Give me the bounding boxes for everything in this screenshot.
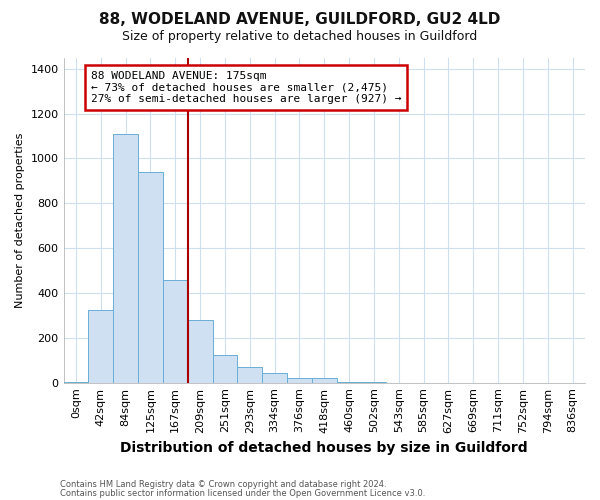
Text: 88, WODELAND AVENUE, GUILDFORD, GU2 4LD: 88, WODELAND AVENUE, GUILDFORD, GU2 4LD [100,12,500,28]
Bar [262,374,287,382]
Text: Contains HM Land Registry data © Crown copyright and database right 2024.: Contains HM Land Registry data © Crown c… [60,480,386,489]
Bar [312,378,337,382]
Bar [212,354,238,382]
Bar [88,310,113,382]
Bar [188,320,212,382]
Text: 88 WODELAND AVENUE: 175sqm
← 73% of detached houses are smaller (2,475)
27% of s: 88 WODELAND AVENUE: 175sqm ← 73% of deta… [91,71,401,104]
X-axis label: Distribution of detached houses by size in Guildford: Distribution of detached houses by size … [121,441,528,455]
Bar [238,367,262,382]
Text: Size of property relative to detached houses in Guildford: Size of property relative to detached ho… [122,30,478,43]
Bar [287,378,312,382]
Text: Contains public sector information licensed under the Open Government Licence v3: Contains public sector information licen… [60,490,425,498]
Bar [163,280,188,382]
Bar [113,134,138,382]
Bar [138,172,163,382]
Y-axis label: Number of detached properties: Number of detached properties [15,132,25,308]
